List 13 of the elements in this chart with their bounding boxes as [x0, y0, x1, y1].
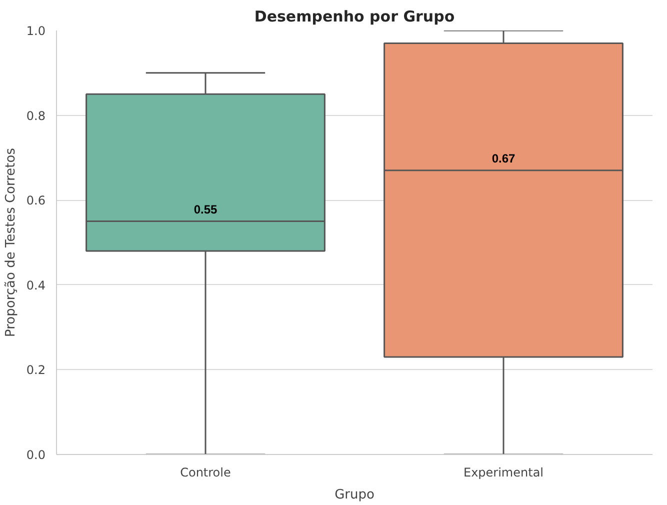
- annotation: 0.67: [492, 151, 516, 166]
- y-tick-label: 0.8: [26, 108, 46, 123]
- x-tick-label: Controle: [180, 466, 231, 480]
- y-tick-label: 0.4: [26, 278, 46, 292]
- x-axis-title: Grupo: [334, 488, 374, 502]
- x-tick-label: Experimental: [463, 466, 544, 480]
- y-tick-label: 0.6: [26, 194, 46, 208]
- y-axis-title: Proporção de Testes Corretos: [3, 148, 18, 337]
- y-tick-label: 1.0: [26, 24, 46, 38]
- y-tick-label: 0.2: [26, 363, 46, 378]
- chart-title: Desempenho por Grupo: [254, 8, 455, 26]
- y-tick-label: 0.0: [26, 448, 46, 462]
- annotation: 0.55: [194, 202, 218, 216]
